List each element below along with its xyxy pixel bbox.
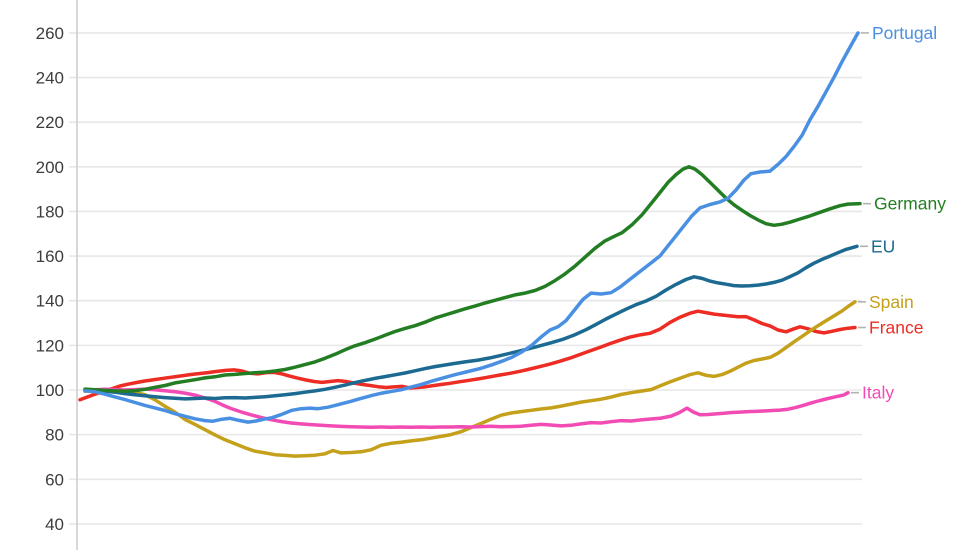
- series-line-france: [78, 309, 857, 402]
- series-line-germany: [83, 165, 862, 393]
- y-tick-label: 220: [36, 113, 64, 132]
- series-label-portugal: Portugal: [872, 23, 937, 43]
- series-labels: Portugal Germany EU Spain France Italy: [851, 23, 946, 403]
- series-label-eu: EU: [871, 236, 895, 256]
- y-tick-label: 180: [36, 202, 64, 221]
- series-label-france: France: [869, 318, 923, 338]
- y-tick-label: 240: [36, 69, 64, 88]
- series-lines: [78, 31, 862, 458]
- series-line-portugal: [83, 31, 860, 424]
- y-tick-label: 200: [36, 158, 64, 177]
- series-line-italy: [83, 387, 850, 430]
- gridlines: [69, 32, 862, 525]
- series-line-eu: [83, 244, 859, 401]
- y-tick-label: 80: [45, 426, 64, 445]
- y-tick-label: 260: [36, 24, 64, 43]
- series-label-italy: Italy: [862, 383, 894, 403]
- y-tick-labels: 260 240 220 200 180 160 140 120 100 80 60 40: [36, 24, 64, 534]
- series-label-germany: Germany: [874, 194, 946, 214]
- y-tick-label: 60: [45, 470, 64, 489]
- series-line-spain: [83, 300, 857, 458]
- series-label-spain: Spain: [869, 292, 914, 312]
- y-tick-label: 140: [36, 292, 64, 311]
- y-tick-label: 120: [36, 336, 64, 355]
- y-tick-label: 40: [45, 515, 64, 534]
- y-tick-label: 160: [36, 247, 64, 266]
- y-tick-label: 100: [36, 381, 64, 400]
